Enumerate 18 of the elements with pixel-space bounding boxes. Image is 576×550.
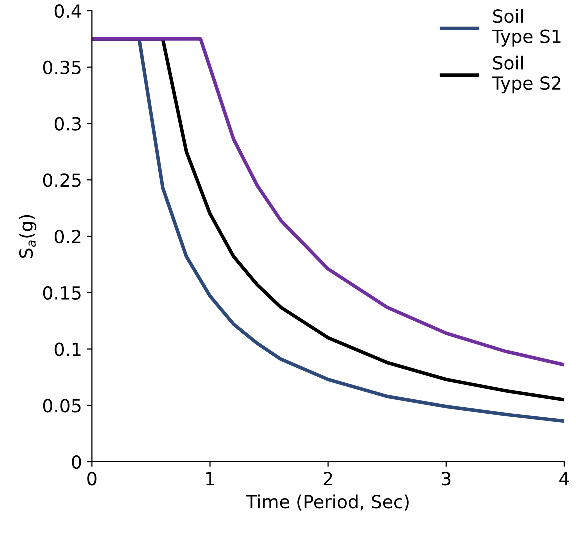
y-tick-label: 0.25 xyxy=(43,174,81,188)
legend-label: Soil Type S1 xyxy=(492,9,561,47)
y-tick-label: 0 xyxy=(72,455,82,470)
y-tick-label: 0.3 xyxy=(54,117,81,131)
x-tick-label: 0 xyxy=(88,472,97,486)
x-tick-label: 3 xyxy=(442,472,451,486)
y-tick-label: 0.35 xyxy=(43,60,81,74)
y-tick-label: 0.2 xyxy=(54,230,81,244)
y-tick-label: 0.05 xyxy=(43,399,81,413)
legend-label: Soil Type S2 xyxy=(492,56,561,94)
x-tick-label: 4 xyxy=(560,472,570,486)
x-axis-title: Time (Period, Sec) xyxy=(246,494,409,511)
x-tick-label: 1 xyxy=(206,472,214,486)
y-axis-title: S$_{a}$(g) xyxy=(19,215,37,258)
y-tick-label: 0.1 xyxy=(54,342,81,356)
y-tick-label: 0.4 xyxy=(54,4,82,18)
x-tick-label: 2 xyxy=(324,472,332,486)
y-tick-label: 0.15 xyxy=(43,286,81,300)
